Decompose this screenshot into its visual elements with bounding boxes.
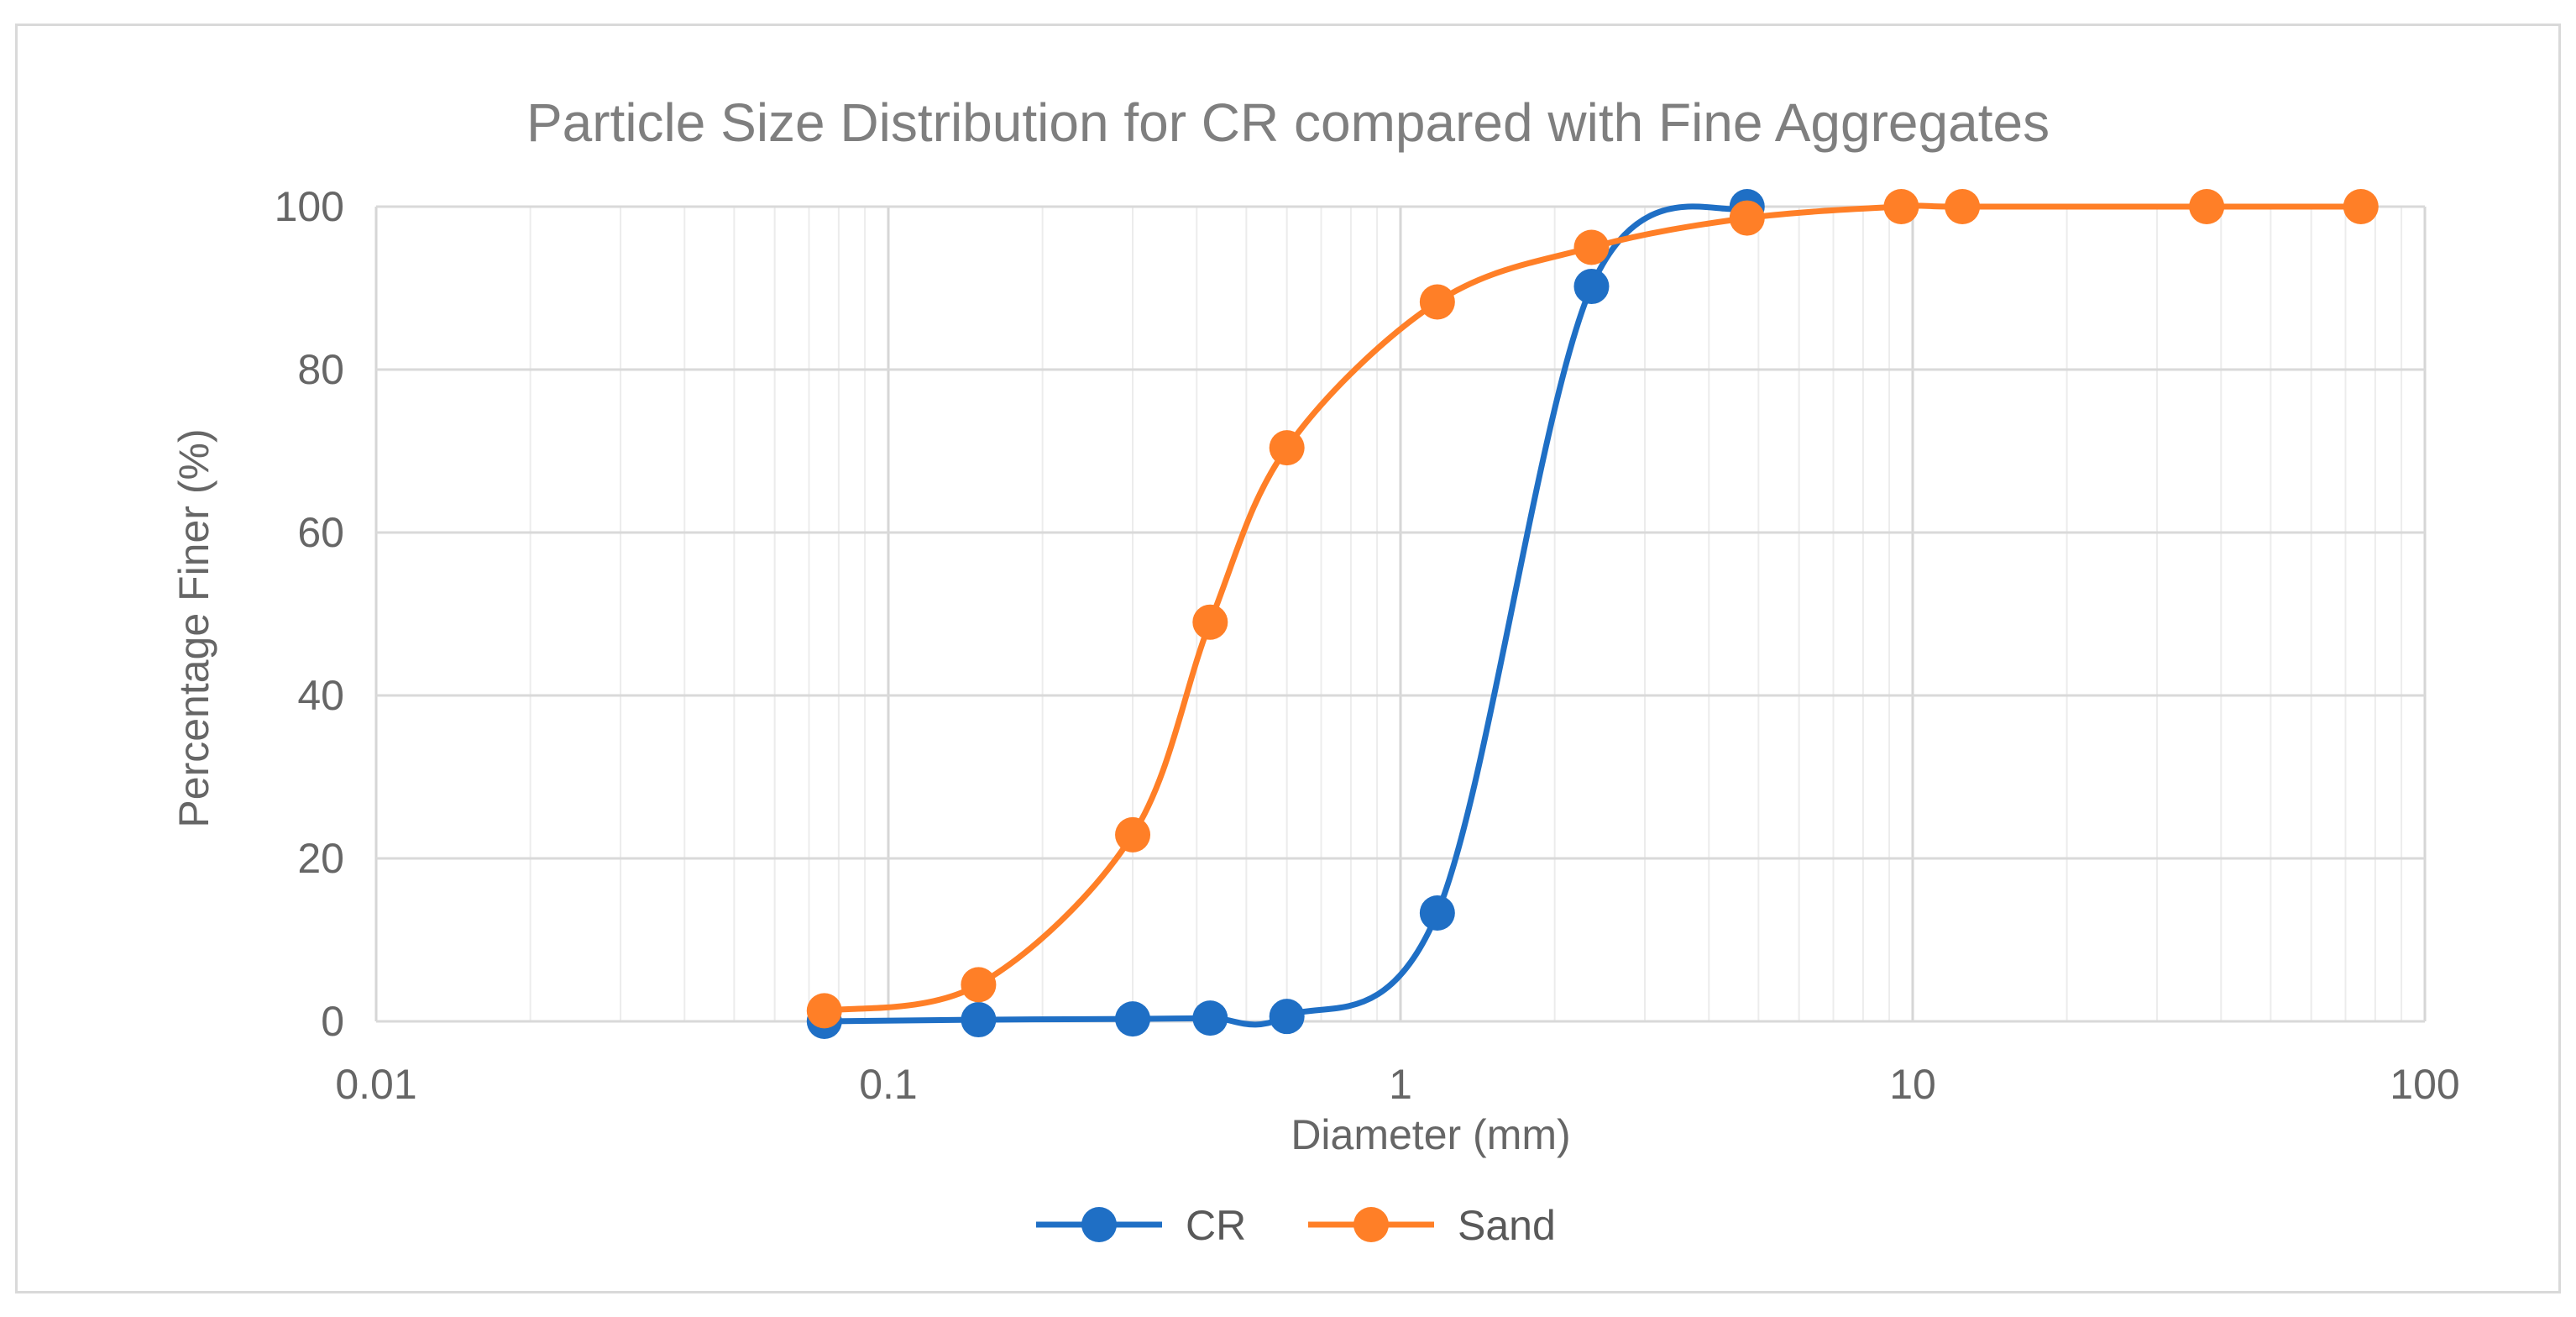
y-tick-label: 40 — [297, 672, 344, 719]
data-point-sand — [1573, 229, 1610, 265]
y-tick-label: 80 — [297, 346, 344, 393]
data-point-cr — [961, 1002, 997, 1038]
data-point-sand — [2343, 189, 2379, 224]
data-point-cr — [1269, 999, 1305, 1035]
legend: CR Sand — [1036, 1202, 1556, 1249]
legend-swatch-marker — [1081, 1207, 1117, 1242]
legend-label: Sand — [1458, 1202, 1556, 1249]
data-point-sand — [1729, 200, 1765, 236]
x-axis-label: Diameter (mm) — [1291, 1111, 1570, 1158]
legend-item-cr: CR — [1036, 1202, 1246, 1249]
x-tick-labels: 0.01 0.1 1 10 100 — [335, 1061, 2459, 1108]
chart-frame — [15, 24, 2561, 1293]
data-point-sand — [1115, 816, 1151, 853]
chart-title: Particle Size Distribution for CR compar… — [526, 92, 2050, 153]
data-point-cr — [1115, 1001, 1151, 1037]
x-tick-label: 10 — [1889, 1061, 1936, 1108]
y-tick-labels: 0 20 40 60 80 100 — [275, 183, 344, 1045]
data-point-cr — [1573, 269, 1610, 305]
data-point-sand — [1269, 430, 1305, 466]
series-cr — [806, 189, 1765, 1039]
series-line-cr — [821, 203, 1751, 1028]
data-point-sand — [1419, 284, 1455, 320]
legend-swatch-marker — [1353, 1207, 1389, 1242]
data-point-sand — [1883, 189, 1919, 224]
data-point-sand — [1945, 189, 1981, 224]
series-layer — [806, 189, 2379, 1039]
x-tick-label: 0.1 — [859, 1061, 918, 1108]
y-axis-label: Percentage Finer (%) — [170, 428, 217, 827]
legend-label: CR — [1186, 1202, 1246, 1249]
data-point-cr — [1419, 895, 1455, 931]
y-tick-label: 60 — [297, 509, 344, 556]
data-point-sand — [2189, 189, 2225, 224]
x-tick-label: 1 — [1389, 1061, 1412, 1108]
x-tick-label: 0.01 — [335, 1061, 416, 1108]
legend-item-sand: Sand — [1308, 1202, 1556, 1249]
y-tick-label: 100 — [275, 183, 344, 230]
y-tick-label: 20 — [297, 835, 344, 882]
series-sand — [806, 189, 2379, 1029]
data-point-sand — [961, 967, 997, 1003]
y-tick-label: 0 — [321, 998, 344, 1045]
x-tick-label: 100 — [2390, 1061, 2459, 1108]
data-point-sand — [806, 993, 842, 1029]
series-line-sand — [821, 202, 2364, 1014]
data-point-sand — [1192, 604, 1228, 640]
data-point-cr — [1192, 1000, 1228, 1036]
grid — [374, 205, 2427, 1023]
